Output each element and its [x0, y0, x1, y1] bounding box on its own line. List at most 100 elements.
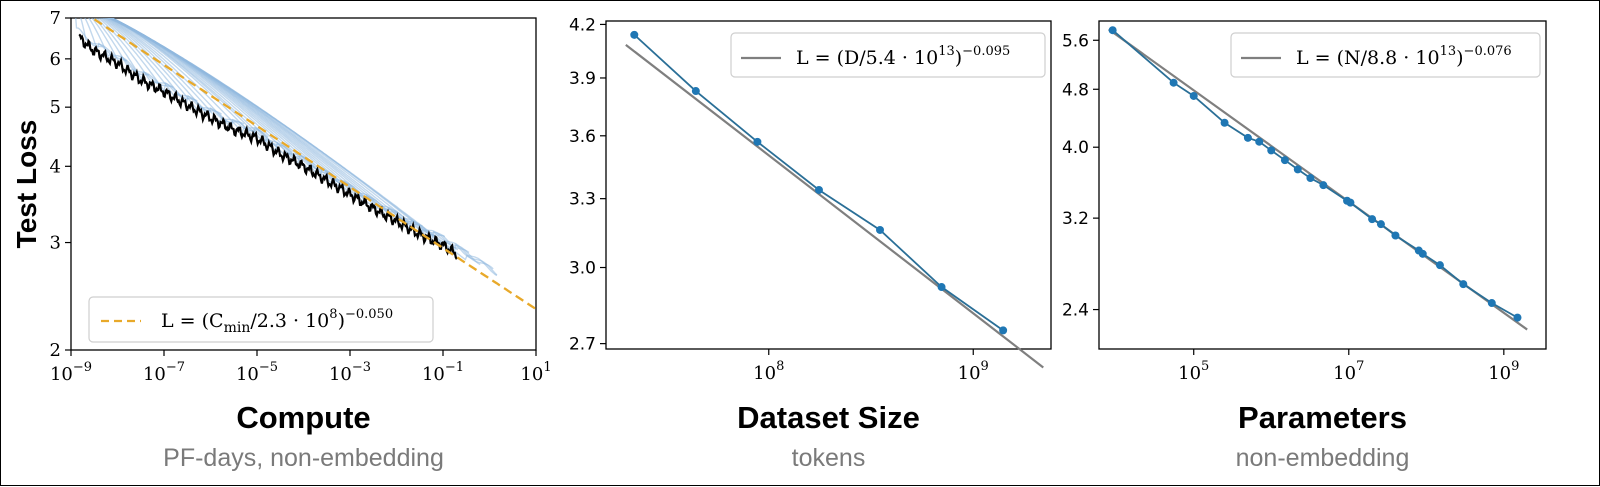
legend-3: L = (N/8.8 · 1013)−0.076 [1230, 32, 1541, 78]
x-tick-base: 10 [236, 364, 259, 385]
data-point [1435, 261, 1444, 270]
x-tick-exponent: −5 [259, 360, 278, 375]
y-tick-label: 4 [50, 156, 61, 177]
data-series-line [633, 34, 1004, 332]
y-tick-label: 2 [50, 340, 61, 361]
legend-close: ) [338, 310, 345, 332]
x-tick-base: 10 [1333, 363, 1356, 384]
data-point [1169, 78, 1178, 87]
x-tick-label: 109 [1488, 359, 1519, 384]
compute-plot-area [75, 18, 536, 311]
data-point [1376, 220, 1385, 229]
data-point [630, 30, 639, 39]
legend-close: ) [1456, 47, 1463, 69]
x-tick-exponent: −1 [445, 360, 464, 375]
data-point [814, 185, 823, 194]
y-tick-label: 3.2 [1062, 209, 1089, 229]
data-point [1189, 91, 1198, 100]
plot-frame [605, 20, 1052, 350]
data-point [1306, 174, 1315, 183]
y-tick-label: 5 [50, 97, 61, 118]
data-point [1459, 280, 1468, 289]
x-tick-base: 10 [329, 364, 352, 385]
legend-sup1: 13 [1440, 44, 1457, 59]
data-point [1513, 313, 1522, 322]
data-point [691, 87, 700, 96]
y-tick-label: 4.8 [1062, 80, 1089, 100]
plot-area-2 [625, 30, 1044, 369]
legend-sup1: 8 [329, 307, 337, 322]
legend-sup2: −0.076 [1464, 44, 1512, 59]
data-point [1346, 198, 1355, 207]
y-tick-label: 6 [50, 49, 61, 70]
data-point [1368, 215, 1377, 224]
power-law-fit-line [625, 43, 1044, 369]
x-axis-subtitle: tokens [792, 444, 866, 472]
x-tick-exponent: 9 [1511, 359, 1519, 374]
legend-label: L = (Cmin/2.3 · 108)−0.050 [161, 307, 393, 336]
x-tick-base: 10 [520, 364, 543, 385]
x-tick-base: 10 [1488, 363, 1511, 384]
x-axis-title: Dataset Size [737, 400, 920, 435]
data-point [999, 326, 1008, 335]
data-point [1293, 165, 1302, 174]
x-tick-exponent: 7 [1356, 359, 1364, 374]
x-tick-base: 10 [143, 364, 166, 385]
x-tick-base: 10 [753, 363, 776, 384]
data-point [1220, 118, 1229, 127]
x-tick-base: 10 [1178, 363, 1201, 384]
data-point [1391, 231, 1400, 240]
learning-curve [102, 18, 223, 115]
learning-curve [106, 18, 269, 138]
x-tick-label: 108 [753, 359, 784, 384]
legend-2: L = (D/5.4 · 1013)−0.095 [730, 32, 1046, 78]
x-axis-title: Parameters [1238, 400, 1407, 435]
legend-sup1: 13 [938, 44, 955, 59]
legend-box [88, 296, 434, 343]
learning-curve [106, 18, 258, 133]
y-tick-label: 3.0 [569, 259, 596, 279]
learning-curve [80, 18, 115, 56]
x-tick-label: 10−5 [236, 360, 278, 385]
learning-curve [106, 18, 498, 277]
x-tick-base: 10 [422, 364, 445, 385]
legend-lhs: L = (C [161, 310, 224, 332]
data-point [1108, 26, 1117, 35]
x-axis-title: Compute [236, 400, 370, 435]
x-tick-label: 101 [520, 360, 551, 385]
data-point [1487, 299, 1496, 308]
x-tick-exponent: 1 [543, 360, 551, 375]
data-point [1319, 181, 1328, 190]
plot-area-3 [1108, 26, 1528, 331]
legend-mid: /2.3 · 10 [250, 310, 329, 332]
plot-frame [1098, 20, 1547, 350]
legend-sup2: −0.050 [345, 307, 393, 322]
compute-efficient-frontier [78, 33, 458, 260]
legend-lhs: L = (D/5.4 · 10 [796, 47, 938, 69]
x-tick-label: 105 [1178, 359, 1209, 384]
x-tick-exponent: −3 [352, 360, 371, 375]
data-point [937, 283, 946, 292]
data-series-line [1112, 29, 1518, 319]
x-axis-subtitle: PF-days, non-embedding [163, 444, 444, 472]
x-tick-label: 10−9 [50, 360, 92, 385]
y-tick-label: 3.9 [569, 69, 596, 89]
legend-sup2: −0.095 [962, 44, 1010, 59]
y-tick-label: 3.3 [569, 190, 596, 210]
power-law-fit-dashed [90, 18, 536, 311]
x-tick-exponent: 5 [1201, 359, 1209, 374]
legend-close: ) [955, 47, 962, 69]
x-tick-base: 10 [958, 363, 981, 384]
x-tick-exponent: −9 [73, 360, 92, 375]
data-point [1243, 133, 1252, 142]
y-tick-label: 3.6 [569, 127, 596, 147]
x-tick-base: 10 [50, 364, 73, 385]
data-point [1267, 146, 1276, 155]
x-tick-label: 107 [1333, 359, 1364, 384]
y-tick-label: 3 [50, 233, 61, 254]
y-tick-label: 2.4 [1062, 301, 1089, 321]
y-tick-label: 2.7 [569, 335, 596, 355]
y-tick-label: 4.2 [569, 15, 596, 35]
